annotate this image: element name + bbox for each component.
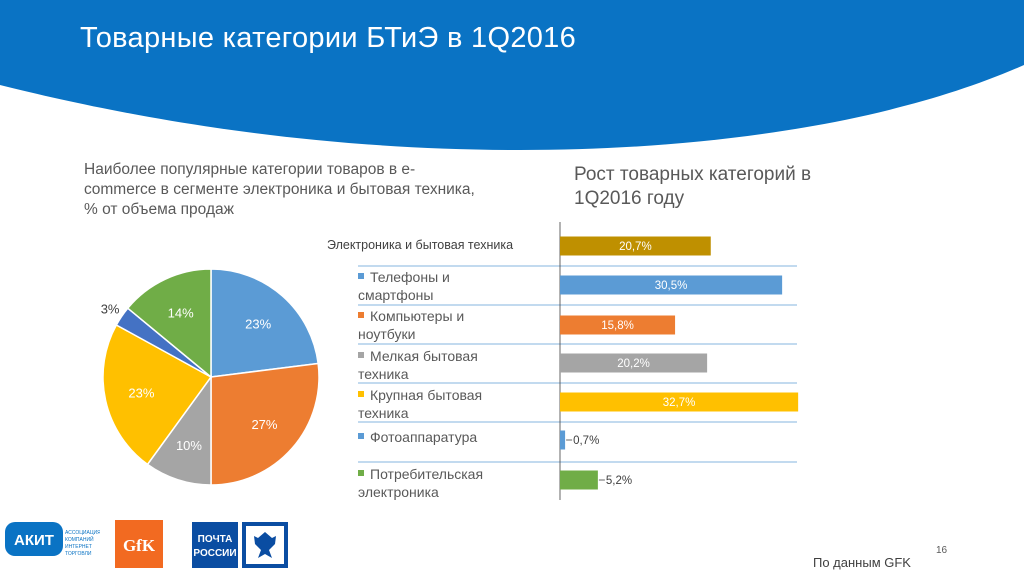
pie-slice-label: 27% <box>251 417 277 432</box>
svg-text:ИНТЕРНЕТ: ИНТЕРНЕТ <box>65 544 92 550</box>
bar-category-label: Телефоны и смартфоны <box>358 268 508 304</box>
svg-text:АКИТ: АКИТ <box>14 532 54 549</box>
bar-value-label: 20,2% <box>617 358 650 370</box>
bar-value-label: 0,7% <box>573 435 599 447</box>
bar-value-label: 32,7% <box>663 397 696 409</box>
pie-slice <box>126 268 212 379</box>
bar-value-label: 5,2% <box>606 475 632 487</box>
bar <box>560 315 676 335</box>
pie-slice <box>210 362 320 486</box>
slide-title: Товарные категории БТиЭ в 1Q2016 <box>80 22 577 54</box>
legend-marker <box>358 312 364 319</box>
pochta-rossii-logo: ПОЧТА РОССИИ <box>192 522 288 570</box>
bar-chart-subtitle: Рост товарных категорий в 1Q2016 году <box>574 164 812 209</box>
legend-marker <box>358 433 364 440</box>
legend-marker <box>358 391 364 398</box>
svg-text:ПОЧТА: ПОЧТА <box>198 534 233 545</box>
pie-chart: 23% 27% 10% 23% 3% 14% <box>101 268 320 486</box>
pie-slice <box>210 268 319 378</box>
bar <box>560 236 711 256</box>
bar-category-label: Фотоаппаратура <box>358 428 508 446</box>
pie-slice-label: 23% <box>245 317 271 332</box>
bar-category-text: Крупная бытовая техника <box>358 387 483 421</box>
bar-value-label: 20,7% <box>619 241 652 253</box>
bar <box>560 470 598 490</box>
pie-slice <box>102 323 213 466</box>
bar-category-label: Потребительская электроника <box>358 465 508 501</box>
gfk-logo: GfK <box>115 520 163 568</box>
pie-slice-label: 23% <box>128 386 154 401</box>
bar-value-label: 15,8% <box>601 320 634 332</box>
svg-text:АССОЦИАЦИЯ: АССОЦИАЦИЯ <box>65 530 100 536</box>
svg-text:КОМПАНИЙ: КОМПАНИЙ <box>65 535 94 543</box>
pie-slice-label: 3% <box>101 301 120 316</box>
bar <box>560 430 566 450</box>
bar-category-text: Фотоаппаратура <box>370 429 478 445</box>
bar <box>560 275 783 295</box>
pie-slice-label: 14% <box>168 306 194 321</box>
page-number: 16 <box>936 545 948 556</box>
legend-marker <box>358 470 364 477</box>
svg-text:ТОРГОВЛИ: ТОРГОВЛИ <box>65 551 92 557</box>
header-background <box>0 0 1024 150</box>
source-note: По данным GFK <box>813 555 911 570</box>
bar-category-text: Мелкая бытовая техника <box>358 348 478 382</box>
pie-slice-label: 10% <box>176 438 202 453</box>
bar-category-label: Крупная бытовая техника <box>358 386 508 422</box>
bar-category-text: Компьютеры и ноутбуки <box>358 308 465 342</box>
bar-category-text: Потребительская электроника <box>358 466 484 500</box>
bar-label-total: Электроника и бытовая техника <box>327 238 514 252</box>
bar-category-label: Компьютеры и ноутбуки <box>358 307 508 343</box>
legend-marker <box>358 273 364 280</box>
bar-category-text: Телефоны и смартфоны <box>358 269 450 303</box>
svg-text:РОССИИ: РОССИИ <box>193 548 236 559</box>
svg-text:GfK: GfK <box>123 536 156 555</box>
akit-logo: АКИТ АССОЦИАЦИЯ КОМПАНИЙ ИНТЕРНЕТ ТОРГОВ… <box>5 514 101 566</box>
pie-chart-subtitle: Наиболее популярные категории товаров в … <box>84 161 475 218</box>
bar <box>560 353 708 373</box>
legend-marker <box>358 352 364 359</box>
bar-value-label: 30,5% <box>655 280 688 292</box>
bar <box>560 392 799 412</box>
bar-category-label: Мелкая бытовая техника <box>358 347 508 383</box>
